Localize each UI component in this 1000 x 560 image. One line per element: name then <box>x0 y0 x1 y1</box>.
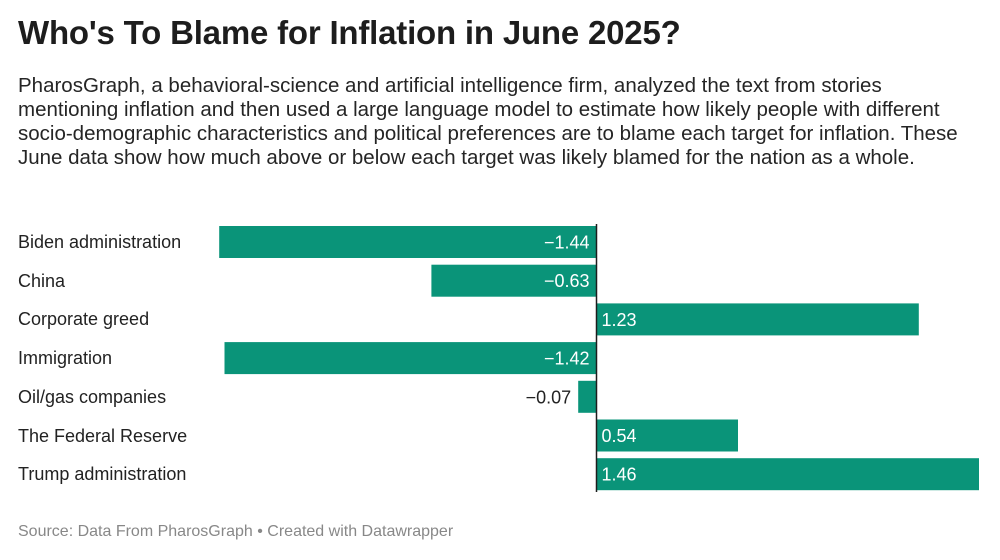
credit-text: Created with Datawrapper <box>267 523 454 540</box>
value-label: 0.54 <box>602 426 637 446</box>
bar <box>431 264 597 297</box>
value-label: 1.46 <box>602 465 637 485</box>
category-label: Biden administration <box>18 232 182 252</box>
value-label: −1.42 <box>544 349 590 369</box>
value-label: −0.07 <box>526 387 572 407</box>
chart-title: Who's To Blame for Inflation in June 202… <box>18 14 681 51</box>
category-label: China <box>18 270 66 291</box>
bar <box>596 419 738 452</box>
bar <box>219 226 597 258</box>
bar <box>224 342 597 375</box>
bar-chart: −1.44 −0.63 1.23 −1.42 −0.07 0.54 1.46 <box>219 224 979 492</box>
category-label: Immigration <box>18 348 113 369</box>
source-text: Source: Data From PharosGraph <box>18 523 253 540</box>
category-label: Corporate greed <box>18 309 150 330</box>
bar <box>596 303 919 336</box>
bar <box>578 380 597 413</box>
category-label: Oil/gas companies <box>18 386 167 407</box>
category-label: Trump administration <box>18 464 187 485</box>
footer: Source: Data From PharosGraph • Created … <box>18 523 453 541</box>
value-label: −0.63 <box>544 271 590 291</box>
category-label: The Federal Reserve <box>18 425 188 446</box>
chart-description: PharosGraph, a behavioral-science and ar… <box>18 74 958 169</box>
value-label: −1.44 <box>544 233 590 253</box>
footer-separator: • <box>257 523 263 540</box>
value-label: 1.23 <box>602 310 637 330</box>
bar <box>596 458 979 491</box>
